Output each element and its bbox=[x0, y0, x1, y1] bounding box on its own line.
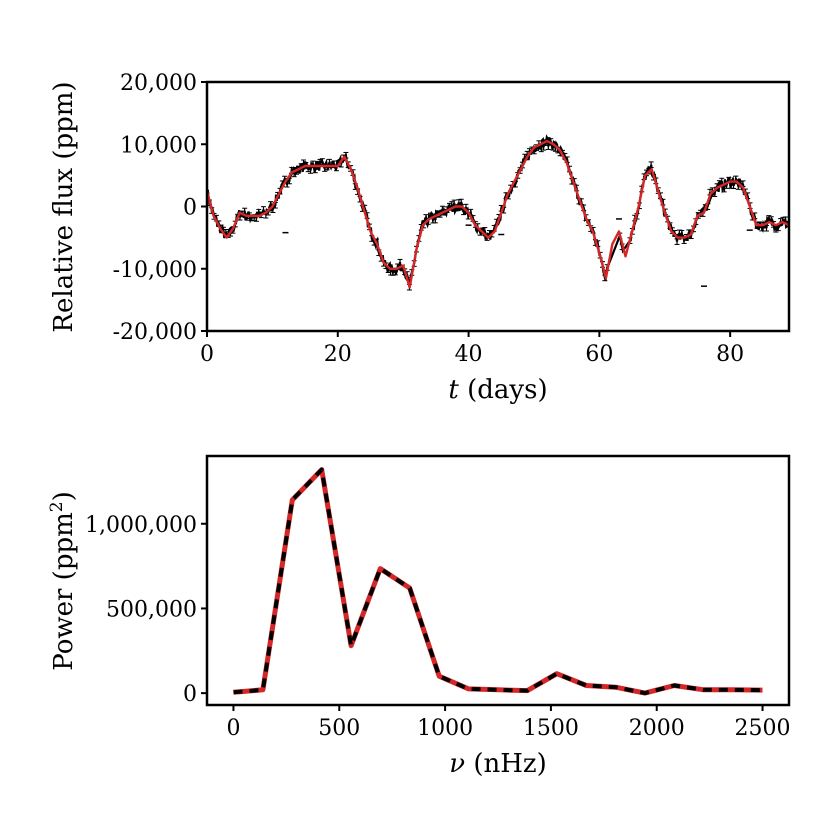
power-spectrum-y-tick-label: 500,000 bbox=[106, 597, 197, 622]
lightcurve-plot-frame bbox=[205, 80, 791, 333]
power-spectrum-x-tick-label: 1000 bbox=[417, 716, 473, 741]
lightcurve-x-unit: (days) bbox=[459, 375, 548, 405]
lightcurve-x-tick-label: 60 bbox=[585, 342, 613, 367]
power-spectrum-plot-frame bbox=[205, 454, 791, 707]
power-spectrum-y-tick-label: 0 bbox=[183, 682, 197, 707]
power-spectrum-panel: 0 500 1000 1500 2000 2500 0 500,000 1,000,000 ν … bbox=[47, 454, 791, 779]
lightcurve-data-line bbox=[207, 134, 789, 288]
power-spectrum-x-tick-label: 2500 bbox=[735, 716, 791, 741]
lightcurve-ticks: 0 20 40 60 80 -20,000 -10,000 0 10,000 20,000 bbox=[113, 71, 745, 367]
power-spectrum-y-label-sup: 2 bbox=[47, 501, 67, 512]
power-spectrum-ticks: 0 500 1000 1500 2000 2500 0 500,000 1,000,000 bbox=[85, 513, 791, 741]
power-spectrum-y-axis-label: Power (ppm2) bbox=[47, 491, 79, 671]
power-spectrum-x-axis-label: ν (nHz) bbox=[449, 749, 546, 779]
lightcurve-x-var: t bbox=[448, 375, 459, 405]
lightcurve-x-tick-label: 0 bbox=[200, 342, 214, 367]
power-spectrum-x-unit: (nHz) bbox=[465, 749, 547, 779]
power-spectrum-x-tick-label: 1500 bbox=[523, 716, 579, 741]
lightcurve-y-tick-label: -20,000 bbox=[113, 320, 197, 345]
power-spectrum-y-label-main: Power (ppm bbox=[49, 512, 79, 671]
lightcurve-y-tick-label: -10,000 bbox=[113, 258, 197, 283]
lightcurve-x-axis-label: t (days) bbox=[448, 375, 547, 405]
power-spectrum-x-tick-label: 500 bbox=[318, 716, 360, 741]
lightcurve-data-layer bbox=[207, 134, 789, 291]
lightcurve-panel: 0 20 40 60 80 -20,000 -10,000 0 10,000 20,000 t (… bbox=[49, 71, 791, 405]
power-spectrum-x-tick-label: 0 bbox=[226, 716, 240, 741]
power-spectrum-data-layer bbox=[233, 467, 763, 696]
lightcurve-y-axis-label: Relative flux (ppm) bbox=[49, 81, 79, 332]
lightcurve-y-tick-label: 20,000 bbox=[120, 71, 197, 96]
lightcurve-y-tick-label: 0 bbox=[183, 196, 197, 221]
lightcurve-clip-group bbox=[207, 134, 789, 291]
lightcurve-y-tick-label: 10,000 bbox=[120, 133, 197, 158]
power-spectrum-x-var: ν bbox=[449, 749, 465, 779]
power-spectrum-y-label-end: ) bbox=[49, 491, 79, 501]
power-spectrum-x-tick-label: 2000 bbox=[629, 716, 685, 741]
lightcurve-x-tick-label: 20 bbox=[324, 342, 352, 367]
power-red-line bbox=[233, 467, 763, 696]
power-black-dashed-line bbox=[233, 467, 763, 696]
lightcurve-x-tick-label: 40 bbox=[455, 342, 483, 367]
power-spectrum-y-tick-label: 1,000,000 bbox=[85, 513, 197, 538]
lightcurve-x-tick-label: 80 bbox=[716, 342, 744, 367]
lightcurve-model-line bbox=[207, 139, 789, 289]
